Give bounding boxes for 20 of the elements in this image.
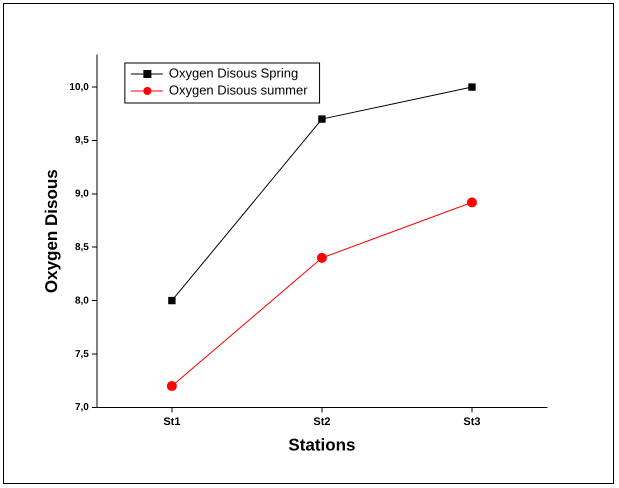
x-axis-title: Stations	[288, 435, 356, 454]
legend-label: Oxygen Disous Spring	[168, 66, 298, 81]
x-tick-label: St3	[463, 416, 481, 428]
x-tick-label: St1	[163, 416, 180, 428]
y-tick-label: 8,0	[74, 295, 90, 306]
point	[166, 381, 177, 392]
point	[318, 115, 326, 123]
y-tick-label: 10,0	[69, 82, 90, 93]
point	[316, 252, 327, 263]
y-tick-label: 9,5	[74, 135, 90, 146]
y-axis-title: Oxygen Disous	[42, 169, 61, 294]
y-tick-label: 8,5	[74, 242, 90, 253]
y-tick-label: 7,0	[74, 402, 90, 414]
point	[468, 83, 476, 91]
y-tick-label: 9,0	[74, 188, 90, 200]
point	[168, 296, 176, 304]
point	[466, 197, 477, 208]
y-tick-label: 7,5	[74, 348, 90, 360]
x-tick-label: St2	[313, 416, 330, 428]
legend-label: Oxygen Disous summer	[168, 82, 308, 98]
